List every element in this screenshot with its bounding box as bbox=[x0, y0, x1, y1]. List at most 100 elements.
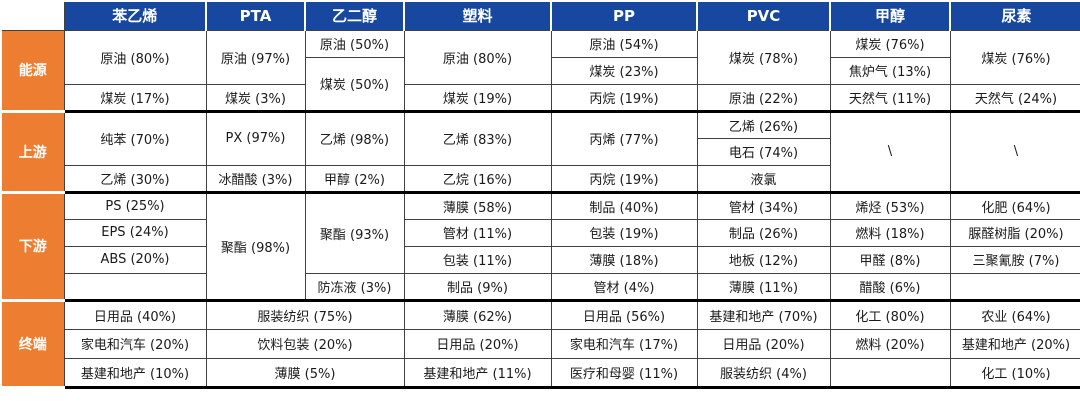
table-row: 下游 PS (25%) 聚酯 (98%) 聚酯 (93%) 薄膜 (58%) 制… bbox=[2, 190, 1080, 301]
cell-terminal-urea-0: 农业 (64%) bbox=[949, 298, 1080, 330]
cell-terminal-urea-2: 化工 (10%) bbox=[949, 357, 1080, 389]
col-header-pvc: PVC bbox=[696, 2, 830, 30]
cell-energy-pta-1: 煤炭 (3%) bbox=[205, 83, 306, 112]
cell-downstream-pvc-3: 薄膜 (11%) bbox=[696, 272, 831, 301]
cell-terminal-pp-2: 医疗和母婴 (11%) bbox=[550, 357, 698, 389]
cell-downstream-methanol-0: 烯烃 (53%) bbox=[829, 190, 951, 220]
table-row: 基建和地产 (10%) 薄膜 (5%) 基建和地产 (11%) 医疗和母婴 (1… bbox=[2, 357, 1080, 389]
cell-energy-pp-2: 丙烷 (19%) bbox=[550, 83, 698, 112]
cell-upstream-pp-1: 丙烷 (19%) bbox=[550, 164, 698, 193]
cell-upstream-plastics-0: 乙烯 (83%) bbox=[403, 109, 552, 166]
cell-downstream-pp-3: 管材 (4%) bbox=[550, 272, 698, 301]
cell-terminal-styrene-1: 家电和汽车 (20%) bbox=[63, 328, 207, 359]
cell-upstream-pta-1: 冰醋酸 (3%) bbox=[205, 164, 306, 193]
cell-downstream-urea-1: 脲醛树脂 (20%) bbox=[949, 218, 1080, 247]
cell-downstream-styrene-0: PS (25%) bbox=[63, 190, 207, 220]
cell-energy-styrene-1: 煤炭 (17%) bbox=[63, 83, 207, 112]
cell-downstream-methanol-2: 甲醛 (8%) bbox=[829, 245, 951, 274]
table-row: 煤炭 (50%) 煤炭 (23%) 焦炉气 (13%) bbox=[2, 56, 1080, 112]
cell-terminal-styrene-2: 基建和地产 (10%) bbox=[63, 357, 207, 389]
cell-downstream-pvc-2: 地板 (12%) bbox=[696, 245, 831, 274]
cell-terminal-plastics-0: 薄膜 (62%) bbox=[403, 298, 552, 330]
cell-downstream-pp-2: 薄膜 (18%) bbox=[550, 245, 698, 274]
cell-upstream-pvc-0: 乙烯 (26%) bbox=[696, 109, 831, 139]
cell-terminal-methanol-2 bbox=[829, 357, 951, 389]
cell-downstream-methanol-1: 燃料 (18%) bbox=[829, 218, 951, 247]
cell-terminal-pvc-0: 基建和地产 (70%) bbox=[696, 298, 831, 330]
cell-downstream-plastics-0: 薄膜 (58%) bbox=[403, 190, 552, 220]
cell-terminal-styrene-0: 日用品 (40%) bbox=[63, 298, 207, 330]
cell-energy-meg-0: 原油 (50%) bbox=[304, 29, 405, 58]
cell-downstream-methanol-3: 醋酸 (6%) bbox=[829, 272, 951, 301]
table-row: 电石 (74%) bbox=[2, 137, 1080, 166]
cell-downstream-urea-2: 三聚氰胺 (7%) bbox=[949, 245, 1080, 274]
row-label-upstream: 上游 bbox=[2, 109, 65, 192]
cell-upstream-styrene-1: 乙烯 (30%) bbox=[63, 164, 207, 193]
col-header-urea: 尿素 bbox=[949, 2, 1080, 30]
cell-downstream-plastics-3: 制品 (9%) bbox=[403, 272, 552, 301]
cell-terminal-methanol-0: 化工 (80%) bbox=[829, 298, 951, 330]
cell-energy-pp-0: 原油 (54%) bbox=[550, 29, 698, 58]
col-header-meg: 乙二醇 bbox=[304, 2, 404, 30]
cell-upstream-pp-0: 丙烯 (77%) bbox=[550, 109, 698, 166]
cell-downstream-plastics-2: 包装 (11%) bbox=[403, 245, 552, 274]
col-header-methanol: 甲醇 bbox=[829, 2, 950, 30]
table-row: 煤炭 (17%) 煤炭 (3%) 煤炭 (19%) 丙烷 (19%) 原油 (2… bbox=[2, 83, 1080, 112]
cell-energy-plastics-1: 煤炭 (19%) bbox=[403, 83, 552, 112]
cell-terminal-pta-meg-0: 服装纺织 (75%) bbox=[205, 298, 405, 330]
cell-energy-pvc-1: 原油 (22%) bbox=[696, 83, 831, 112]
industry-chain-cost-table: 苯乙烯 PTA 乙二醇 塑料 PP PVC 甲醇 尿素 能源 原油 (80%) … bbox=[2, 2, 1080, 389]
table-row: 终端 日用品 (40%) 服装纺织 (75%) 薄膜 (62%) 日用品 (56… bbox=[2, 298, 1080, 389]
cell-energy-styrene-0: 原油 (80%) bbox=[63, 29, 207, 85]
cell-energy-urea-0: 煤炭 (76%) bbox=[949, 29, 1080, 85]
col-header-styrene: 苯乙烯 bbox=[63, 2, 206, 30]
cell-downstream-meg-0: 聚酯 (93%) bbox=[304, 190, 405, 274]
cell-terminal-pvc-2: 服装纺织 (4%) bbox=[696, 357, 831, 389]
cell-downstream-pvc-1: 制品 (26%) bbox=[696, 218, 831, 247]
cell-downstream-pp-0: 制品 (40%) bbox=[550, 190, 698, 220]
cell-upstream-styrene-0: 纯苯 (70%) bbox=[63, 109, 207, 166]
cell-downstream-pp-1: 包装 (19%) bbox=[550, 218, 698, 247]
table-row: 上游 纯苯 (70%) PX (97%) 乙烯 (98%) 乙烯 (83%) 丙… bbox=[2, 109, 1080, 193]
cell-terminal-plastics-1: 日用品 (20%) bbox=[403, 328, 552, 359]
cell-downstream-pvc-0: 管材 (34%) bbox=[696, 190, 831, 220]
cell-upstream-urea-0: \ bbox=[949, 109, 1080, 193]
table-row: 家电和汽车 (20%) 饮料包装 (20%) 日用品 (20%) 家电和汽车 (… bbox=[2, 328, 1080, 359]
table-row: 防冻液 (3%) 制品 (9%) 管材 (4%) 薄膜 (11%) 醋酸 (6%… bbox=[2, 272, 1080, 301]
cell-upstream-pta-0: PX (97%) bbox=[205, 109, 306, 166]
cell-energy-plastics-0: 原油 (80%) bbox=[403, 29, 552, 85]
row-label-downstream: 下游 bbox=[2, 190, 65, 300]
cell-energy-methanol-0: 煤炭 (76%) bbox=[829, 29, 951, 58]
cell-energy-methanol-1: 焦炉气 (13%) bbox=[829, 56, 951, 85]
cell-terminal-pta-meg-2: 薄膜 (5%) bbox=[205, 357, 405, 389]
col-header-pta: PTA bbox=[205, 2, 305, 30]
cell-upstream-meg-1: 甲醇 (2%) bbox=[304, 164, 405, 193]
cell-terminal-plastics-2: 基建和地产 (11%) bbox=[403, 357, 552, 389]
cell-energy-pta-0: 原油 (97%) bbox=[205, 29, 306, 85]
cell-energy-meg-1: 煤炭 (50%) bbox=[304, 56, 405, 112]
cell-energy-pp-1: 煤炭 (23%) bbox=[550, 56, 698, 85]
cell-terminal-methanol-1: 燃料 (20%) bbox=[829, 328, 951, 359]
col-header-pp: PP bbox=[550, 2, 697, 30]
cell-energy-methanol-2: 天然气 (11%) bbox=[829, 83, 951, 112]
table-row: ABS (20%) 包装 (11%) 薄膜 (18%) 地板 (12%) 甲醛 … bbox=[2, 245, 1080, 274]
cell-downstream-plastics-1: 管材 (11%) bbox=[403, 218, 552, 247]
cell-downstream-meg-1: 防冻液 (3%) bbox=[304, 272, 405, 301]
table-row: 乙烯 (30%) 冰醋酸 (3%) 甲醇 (2%) 乙烷 (16%) 丙烷 (1… bbox=[2, 164, 1080, 193]
cell-upstream-meg-0: 乙烯 (98%) bbox=[304, 109, 405, 166]
table-row: EPS (24%) 管材 (11%) 包装 (19%) 制品 (26%) 燃料 … bbox=[2, 218, 1080, 247]
cell-downstream-styrene-1: EPS (24%) bbox=[63, 218, 207, 247]
corner-cell bbox=[2, 2, 65, 31]
cell-terminal-urea-1: 基建和地产 (20%) bbox=[949, 328, 1080, 359]
cell-energy-pvc-0: 煤炭 (78%) bbox=[696, 29, 831, 85]
cell-terminal-pvc-1: 日用品 (20%) bbox=[696, 328, 831, 359]
cell-downstream-styrene-2: ABS (20%) bbox=[63, 245, 207, 274]
cell-terminal-pta-meg-1: 饮料包装 (20%) bbox=[205, 328, 405, 359]
cell-upstream-plastics-1: 乙烷 (16%) bbox=[403, 164, 552, 193]
cell-upstream-methanol-0: \ bbox=[829, 109, 951, 193]
col-header-plastics: 塑料 bbox=[403, 2, 551, 30]
cell-downstream-urea-3 bbox=[949, 272, 1080, 301]
cell-downstream-pta-0: 聚酯 (98%) bbox=[205, 190, 306, 301]
cell-downstream-urea-0: 化肥 (64%) bbox=[949, 190, 1080, 220]
cell-energy-urea-1: 天然气 (24%) bbox=[949, 83, 1080, 112]
